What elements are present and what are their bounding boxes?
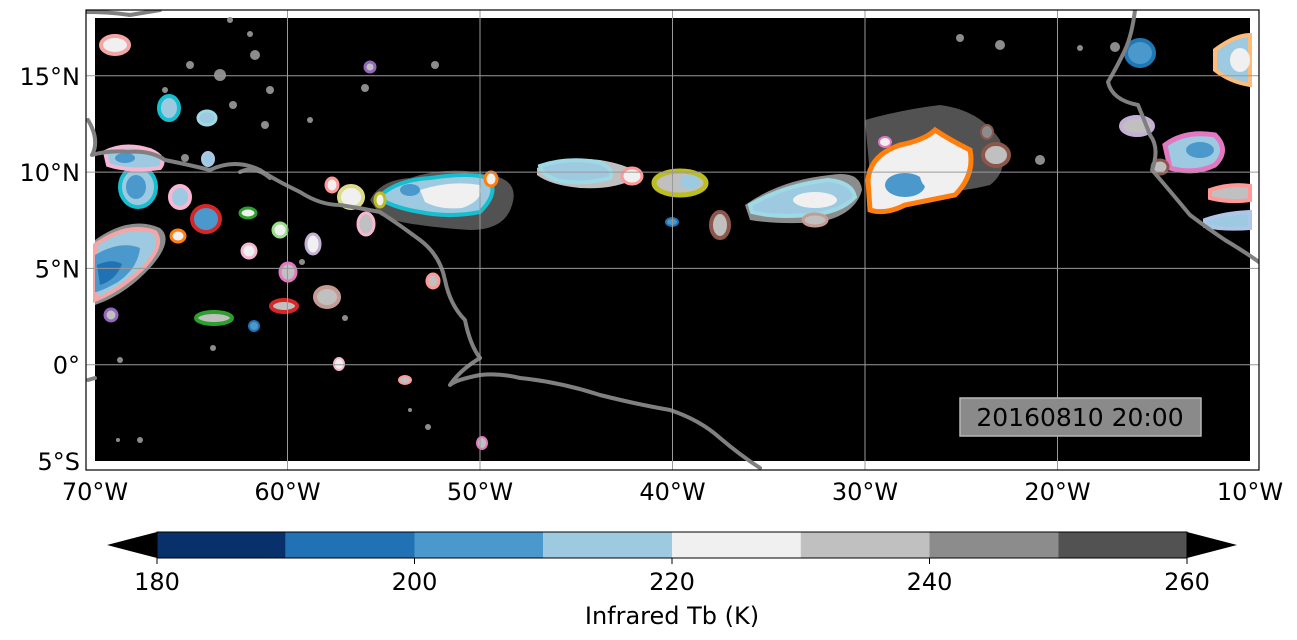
lon-tick-label: 60°W xyxy=(254,478,320,506)
lat-tick-label: 0° xyxy=(53,352,80,380)
lon-tick-label: 30°W xyxy=(832,478,898,506)
colorbar-bin xyxy=(414,532,544,558)
cloud-cluster xyxy=(865,105,1011,215)
colorbar-tick-label: 220 xyxy=(649,568,695,596)
lat-tick-labels: 15°N 10°N 5°N 0° 5°S xyxy=(20,63,81,476)
colorbar-tick-label: 260 xyxy=(1164,568,1210,596)
cloud-cluster xyxy=(1119,32,1252,231)
cloud-cluster xyxy=(157,94,218,127)
colorbar-bin xyxy=(800,532,930,558)
colorbar-tick-label: 180 xyxy=(134,568,180,596)
lon-tick-label: 70°W xyxy=(62,478,128,506)
small-cloud-cells xyxy=(116,17,1120,443)
cloud-cluster xyxy=(103,60,488,450)
cloud-cluster xyxy=(745,174,862,228)
colorbar-label: Infrared Tb (K) xyxy=(585,602,759,630)
lat-tick-label: 5°N xyxy=(35,255,80,283)
map-panel xyxy=(86,10,1259,470)
colorbar-bin xyxy=(672,532,801,558)
colorbar-under-extension xyxy=(107,532,157,558)
colorbar-bin xyxy=(1058,532,1187,558)
cloud-cluster xyxy=(168,184,222,244)
cloud-cluster xyxy=(324,170,514,237)
lat-tick-label: 10°N xyxy=(20,159,81,187)
lon-tick-label: 40°W xyxy=(639,478,705,506)
colorbar-ticks: 180 200 220 240 260 xyxy=(134,558,1210,596)
cloud-cluster xyxy=(118,165,158,209)
lat-tick-label: 5°S xyxy=(37,448,80,476)
cloud-cluster xyxy=(99,34,131,56)
colorbar-tick-label: 240 xyxy=(907,568,953,596)
lon-tick-labels: 70°W 60°W 50°W 40°W 30°W 20°W 10°W xyxy=(62,478,1283,506)
map-frame xyxy=(85,9,1260,471)
colorbar-bin xyxy=(157,532,286,558)
cloud-clusters xyxy=(93,17,1252,450)
colorbar-over-extension xyxy=(1187,532,1237,558)
timestamp-label: 20160810 20:00 xyxy=(976,403,1183,432)
gridlines xyxy=(86,10,1259,470)
colorbar-tick-label: 200 xyxy=(392,568,438,596)
lon-tick-label: 20°W xyxy=(1024,478,1090,506)
coastlines xyxy=(86,10,1259,470)
lat-tick-label: 15°N xyxy=(20,63,81,91)
colorbar-bin xyxy=(285,532,415,558)
colorbar-bins xyxy=(157,532,1187,558)
timestamp-box: 20160810 20:00 xyxy=(959,397,1202,437)
colorbar: 180 200 220 240 260 Infrared Tb (K) xyxy=(107,531,1237,630)
timestamp-background xyxy=(959,397,1202,437)
colorbar-bin xyxy=(929,532,1059,558)
lon-tick-label: 10°W xyxy=(1217,478,1283,506)
cloud-cluster xyxy=(537,158,731,240)
lon-tick-label: 50°W xyxy=(447,478,513,506)
colorbar-bin xyxy=(543,532,672,558)
